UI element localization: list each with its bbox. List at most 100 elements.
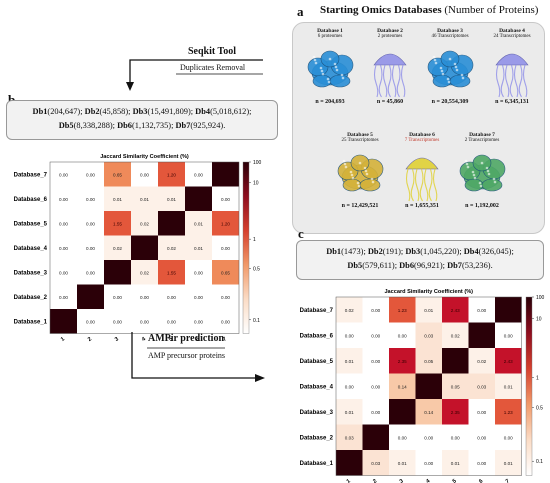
database-name: Database 1 [317, 28, 343, 34]
heatmap-b-cell-value-6-2: 0.00 [113, 319, 122, 324]
heatmap-b-cell-value-2-1: 0.00 [86, 221, 95, 226]
heatmap-b-cell-2-4 [158, 211, 185, 236]
b-line1-key-2: Db3 [132, 107, 148, 116]
heatmap-b-cell-value-0-5: 0.00 [194, 172, 203, 177]
heatmap-c-cell-value-2-0: 0.01 [345, 359, 354, 364]
heatmap-b-colorbar [242, 161, 250, 334]
heatmap-b-cell-1-6 [212, 186, 239, 211]
heatmap-b-cell-5-1 [77, 284, 104, 309]
c-line2-value-0: (579,611); [362, 261, 400, 270]
heatmap-c-cell-value-6-3: 0.00 [424, 461, 433, 466]
heatmap-c-cell-value-3-6: 0.01 [504, 384, 513, 389]
c-line1-value-0: (1473); [341, 247, 368, 256]
heatmap-b-col-label-4: 5 [168, 336, 174, 342]
heatmap-c-colorbar-label-0: 100 [536, 295, 545, 301]
heatmap-c-cell-2-0 [336, 348, 363, 374]
heatmap-b-cell-0-0 [50, 162, 77, 187]
heatmap-b-cell-value-5-3: 0.00 [140, 295, 149, 300]
heatmap-c-cell-5-3 [415, 424, 442, 450]
heatmap-b-cell-1-0 [50, 186, 77, 211]
c-line1-key-0: Db1 [326, 247, 342, 256]
heatmap-b-cell-6-3 [131, 309, 158, 334]
heatmap-c-cell-value-5-2: 0.00 [398, 435, 407, 440]
coral-icon-7 [459, 154, 506, 192]
heatmap-c-cell-4-3 [415, 399, 442, 425]
heatmap-b-cell-4-3 [131, 260, 158, 285]
heatmap-b-cell-value-6-6: 0.00 [221, 319, 230, 324]
database-type: 2 Transcriptomes [464, 138, 500, 143]
heatmap-b-cell-value-3-6: 0.00 [221, 246, 230, 251]
c-line1-value-3: (326,045); [478, 247, 514, 256]
heatmap-b-cell-2-3 [131, 211, 158, 236]
heatmap-c-cell-value-0-4: 2.43 [451, 308, 460, 313]
heatmap-c-cell-value-0-3: 0.01 [424, 308, 433, 313]
database-card-3: Database 3 46 Transcriptomes n = 20,554,30… [420, 28, 480, 105]
heatmap-b-cell-2-5 [185, 211, 212, 236]
heatmap-c-cell-5-4 [442, 424, 469, 450]
heatmap-b-cell-4-5 [185, 260, 212, 285]
database-name: Database 4 [499, 28, 525, 34]
b-line2-value-1: (1,132,735); [132, 121, 176, 130]
heatmap-b-colorbar-label-2: 1 [253, 237, 256, 243]
heatmap-c-cell-5-6 [495, 424, 522, 450]
heatmap-b-cell-6-4 [158, 309, 185, 334]
b-line1-value-0: (204,647); [47, 107, 85, 116]
heatmap-c-cell-value-6-4: 0.01 [451, 461, 460, 466]
database-type: 24 Transcriptomes [493, 34, 531, 39]
b-line2-key-0: Db5 [58, 121, 74, 130]
c-line1-value-2: (1,045,220); [420, 247, 464, 256]
heatmap-b-cell-value-1-6: 0.00 [221, 197, 230, 202]
panel-b-summary-line1: Db1(204,647); Db2(45,858); Db3(15,491,80… [7, 105, 277, 119]
heatmap-c-cell-1-1 [362, 322, 389, 348]
heatmap-b-colorbar-label-4: 0.1 [253, 318, 260, 324]
heatmap-c-cell-1-4 [442, 322, 469, 348]
heatmap-b-cell-0-2 [104, 162, 131, 187]
heatmap-c-cell-2-5 [468, 348, 495, 374]
heatmap-c-cell-6-2 [389, 450, 416, 476]
heatmap-b-colorbar-label-3: 0.5 [253, 266, 260, 272]
b-line1-value-3: (5,018,612); [210, 107, 252, 116]
heatmap-c-cell-value-2-2: 2.35 [398, 359, 407, 364]
c-line2-value-1: (96,921); [414, 261, 448, 270]
jellyfish-icon-6 [405, 157, 439, 202]
heatmap-b-cell-value-5-2: 0.00 [113, 295, 122, 300]
heatmap-b-cell-4-1 [77, 260, 104, 285]
heatmap-b-cell-3-0 [50, 235, 77, 260]
heatmap-b-cell-2-1 [77, 211, 104, 236]
heatmap-b-cell-6-0 [50, 309, 77, 334]
heatmap-c-cell-3-1 [362, 373, 389, 399]
heatmap-b-row-label-3: Database_4 [14, 246, 48, 252]
heatmap-b-colorbar-label-1: 10 [253, 181, 259, 187]
heatmap-b-cell-5-6 [212, 284, 239, 309]
b-line1-value-1: (45,858); [99, 107, 133, 116]
heatmap-b-cell-value-1-4: 0.01 [167, 197, 176, 202]
heatmap-c-row-label-5: Database_2 [300, 435, 334, 441]
heatmap-c-colorbar [525, 296, 533, 476]
heatmap-b-cell-value-4-5: 0.00 [194, 270, 203, 275]
heatmap-c-cell-2-3 [415, 348, 442, 374]
seqkit-subtitle: Duplicates Removal [180, 63, 246, 72]
database-name: Database 3 [437, 28, 463, 34]
b-line1-key-1: Db2 [84, 107, 100, 116]
b-line2-value-0: (8,338,288); [73, 121, 118, 130]
database-count: n = 1,655,351 [405, 203, 439, 209]
heatmap-b-cell-value-1-0: 0.00 [59, 197, 68, 202]
coral-icon-3 [427, 50, 474, 88]
heatmap-c-cell-value-5-6: 0.00 [504, 435, 513, 440]
heatmap-c-cell-4-4 [442, 399, 469, 425]
heatmap-b-cell-value-3-2: 0.02 [113, 246, 122, 251]
heatmap-b-cell-5-4 [158, 284, 185, 309]
heatmap-c-cell-3-6 [495, 373, 522, 399]
heatmap-c-cell-value-2-1: 0.00 [371, 359, 380, 364]
heatmap-c-colorbar-label-4: 0.1 [536, 459, 543, 465]
c-line1-key-2: Db3 [405, 247, 421, 256]
heatmap-c: Jaccard Similarity Coefficient (%) Databa… [300, 289, 545, 483]
heatmap-b-cell-0-3 [131, 162, 158, 187]
heatmap-c-cell-1-3 [415, 322, 442, 348]
heatmap-c-cell-2-1 [362, 348, 389, 374]
heatmap-b: Jaccard Similarity Coefficient (%) Databa… [14, 154, 262, 342]
heatmap-b-frame [49, 161, 240, 334]
ampir-subtitle: AMP precursor proteins [148, 351, 226, 360]
